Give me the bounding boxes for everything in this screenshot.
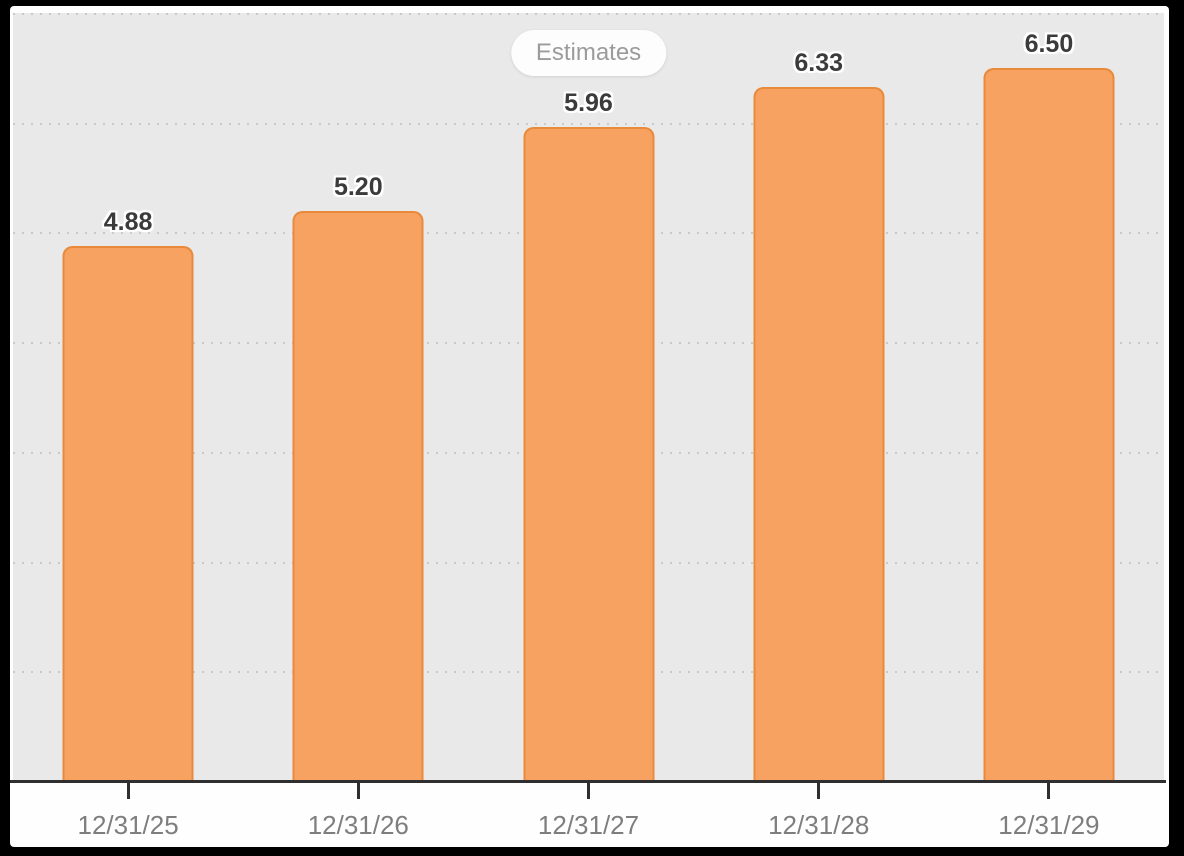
bar-12/31/25[interactable]: [62, 245, 194, 781]
estimates-badge[interactable]: Estimates: [510, 30, 667, 76]
gridline-6: [13, 122, 1164, 125]
tick-slot-1: [13, 783, 243, 799]
value-label-3: 5.96: [564, 89, 613, 118]
x-axis-tick-1: [126, 783, 130, 799]
x-axis-tick-3: [587, 783, 590, 799]
bar-12/31/26[interactable]: [292, 210, 424, 781]
x-axis-label-12/31/27: 12/31/27: [537, 809, 640, 840]
tick-slot-5: [934, 783, 1164, 799]
bar-slot-3: 5.96: [473, 13, 703, 781]
value-label-2: 5.20: [333, 172, 383, 201]
tick-slot-3: [473, 783, 703, 799]
estimates-badge-label: Estimates: [535, 39, 642, 66]
xlabel-slot-5: 12/31/29: [934, 809, 1164, 841]
xlabel-slot-4: 12/31/28: [704, 809, 934, 841]
xlabel-slot-3: 12/31/27: [473, 809, 703, 841]
value-label-5: 6.50: [1024, 29, 1074, 58]
bars-row: 4.88 5.20 5.96 6.33 6.50: [13, 13, 1164, 781]
tick-slot-2: [243, 783, 473, 799]
x-axis-label-12/31/25: 12/31/25: [77, 809, 179, 840]
x-axis-tick-5: [1047, 783, 1051, 799]
value-label-4: 6.33: [794, 48, 844, 77]
bar-12/31/28[interactable]: [753, 86, 885, 781]
bar-12/31/27[interactable]: [523, 127, 654, 781]
xlabel-slot-1: 12/31/25: [13, 809, 243, 841]
plot-area: 4.88 5.20 5.96 6.33 6.50 Estimates: [13, 13, 1164, 781]
x-axis-label-12/31/28: 12/31/28: [768, 809, 870, 840]
x-axis-ticks: [13, 783, 1164, 799]
bar-12/31/29[interactable]: [983, 67, 1115, 781]
x-axis-line: [10, 780, 1166, 783]
value-label-1: 4.88: [103, 207, 153, 236]
bar-slot-5: 6.50: [934, 13, 1164, 781]
gridline-7: [13, 13, 1164, 15]
tick-slot-4: [704, 783, 934, 799]
bar-slot-1: 4.88: [13, 13, 243, 781]
chart-card: 4.88 5.20 5.96 6.33 6.50 Estimates 12/31/25 1…: [10, 6, 1169, 847]
x-axis-label-12/31/29: 12/31/29: [998, 809, 1100, 840]
x-axis-tick-2: [356, 783, 360, 799]
xlabel-slot-2: 12/31/26: [243, 809, 473, 841]
x-axis-labels: 12/31/25 12/31/26 12/31/27 12/31/28 12/31/29: [13, 809, 1164, 841]
bar-slot-2: 5.20: [243, 13, 473, 781]
x-axis-label-12/31/26: 12/31/26: [307, 809, 409, 840]
bar-slot-4: 6.33: [704, 13, 934, 781]
x-axis-tick-4: [817, 783, 821, 799]
